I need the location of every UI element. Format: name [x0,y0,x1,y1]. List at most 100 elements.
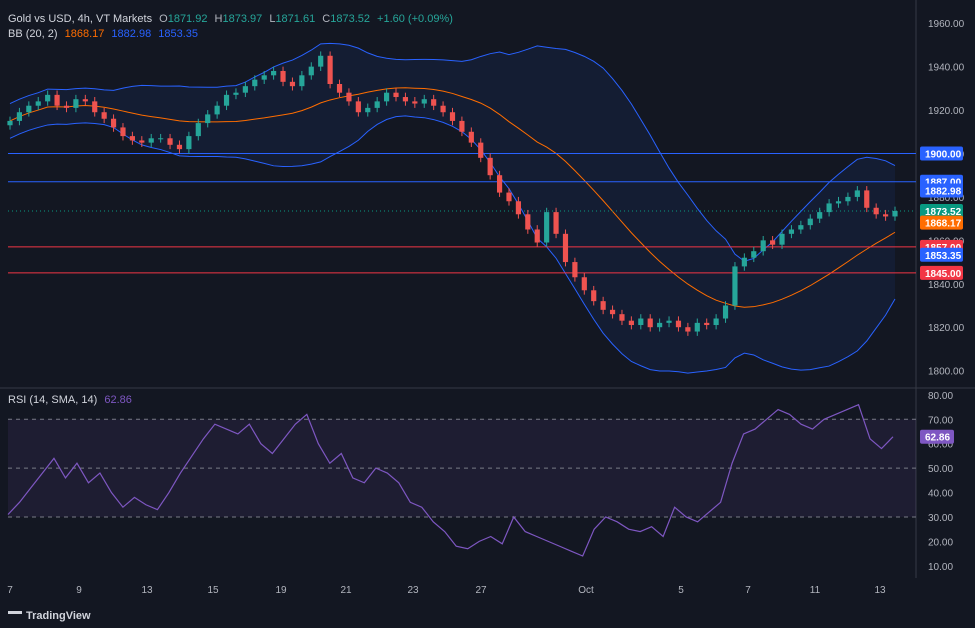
logo-text: TradingView [26,610,91,622]
candle-body [788,229,795,234]
rsi-value: 62.86 [104,394,132,406]
candle-body [581,277,587,291]
tradingview-logo[interactable]: TradingView [8,610,91,622]
price-tag [920,265,963,280]
candle-body [336,84,343,93]
symbol-title[interactable]: Gold vs USD, 4h, VT Markets [8,13,153,25]
candle-body [26,105,32,113]
candle-body [732,266,738,306]
price-tag [920,183,963,198]
rsi-legend: RSI (14, SMA, 14) 62.86 [8,394,136,406]
candle-body [412,101,418,104]
candle-body [346,92,352,102]
rsi-tick-label: 40.00 [928,489,953,500]
close-value: C1873.52 [322,13,370,25]
x-tick-label: 7 [745,585,751,596]
candle-body [110,118,117,128]
candle-body [271,70,277,76]
candle-body [327,55,333,84]
bb-title[interactable]: BB (20, 2) [8,28,58,40]
candle-body [186,136,192,150]
candle-body [63,105,70,108]
rsi-tick-label: 20.00 [928,537,953,548]
candle-body [496,175,503,193]
candle-body [722,305,729,319]
price-tick-label: 1840.00 [928,280,965,291]
candle-body [553,212,559,234]
candle-body [129,136,135,141]
candle-body [666,320,672,323]
candle-body [16,112,23,121]
candle-body [205,114,211,124]
price-tag [920,203,963,218]
candle-body [760,240,766,252]
price-tick-label: 1960.00 [928,19,965,30]
candle-body [468,131,474,143]
candle-body [647,318,653,328]
candle-body [449,112,456,121]
x-tick-label: Oct [578,585,594,596]
high-value: H1873.97 [214,13,263,25]
rsi-tick-label: 70.00 [928,415,953,426]
x-tick-label: 23 [407,585,419,596]
candle-body [478,142,484,158]
candle-body [713,318,719,326]
candle-body [242,86,248,93]
price-tick-label: 1820.00 [928,323,965,334]
candle-body [384,92,390,102]
candle-body [817,212,823,219]
candle-body [280,70,286,82]
candle-body [685,327,691,332]
rsi-band-fill [8,419,916,517]
candle-body [308,66,314,76]
open-value: O1871.92 [159,13,208,25]
candle-body [299,75,305,87]
price-tag-label: 1873.52 [925,207,962,218]
price-tag-label: 1853.35 [925,251,962,262]
candle-body [148,138,154,143]
candle-body [402,97,409,102]
bb-lower-value: 1853.35 [158,28,199,40]
x-tick-label: 21 [340,585,352,596]
bb-lower-line [9,115,896,374]
candle-body [835,201,842,204]
candle-body [223,94,230,106]
candle-body [741,257,747,267]
candle-body [440,105,446,113]
bb-upper-value: 1882.98 [111,28,152,40]
candle-body [506,192,512,202]
rsi-tick-label: 60.00 [928,440,953,451]
candle-body [807,218,813,226]
rsi-tag-label: 62.86 [925,433,950,444]
candle-body [355,101,361,113]
x-tick-label: 5 [678,585,684,596]
candle-body [609,309,616,315]
rsi-tick-label: 50.00 [928,464,953,475]
candle-body [431,99,437,106]
price-tag-label: 1845.00 [925,269,962,280]
candle-body [864,190,870,208]
bb-upper-line [9,42,896,262]
candle-body [158,138,164,140]
rsi-title[interactable]: RSI (14, SMA, 14) [8,394,98,406]
rsi-tag [920,429,954,444]
candle-body [826,203,832,213]
x-tick-label: 19 [275,585,287,596]
symbol-legend: Gold vs USD, 4h, VT Markets O1871.92 H18… [8,13,457,25]
price-tag [920,146,963,161]
candle-body [779,233,785,245]
candle-body [638,318,644,326]
candle-body [882,214,889,217]
x-tick-label: 13 [141,585,153,596]
candle-body [214,105,220,115]
candle-body [393,92,399,98]
candle-body [694,322,700,332]
price-tag-label: 1900.00 [925,149,962,160]
price-tag [920,215,963,230]
candle-body [92,101,98,113]
candle-body [628,320,634,326]
price-tag-label: 1882.98 [925,186,962,197]
change-value: +1.60 (+0.09%) [377,13,453,25]
candle-body [176,144,183,150]
